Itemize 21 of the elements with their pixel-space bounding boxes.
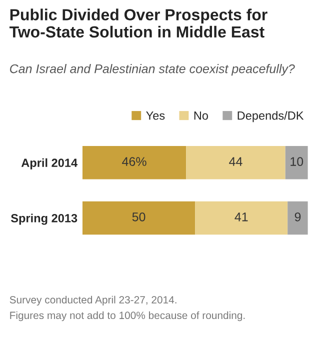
bar bbox=[82, 201, 196, 235]
bar bbox=[82, 146, 186, 180]
text: Figures may not add to 100% because of rounding. bbox=[10, 311, 245, 322]
bar bbox=[195, 201, 288, 235]
legend-label: No bbox=[194, 112, 208, 120]
data-label: 9 bbox=[294, 212, 301, 222]
data-label: 41 bbox=[234, 212, 248, 222]
y-tick-label: Spring 2013 bbox=[10, 214, 78, 225]
bar bbox=[285, 146, 308, 180]
data-label: 44 bbox=[229, 157, 242, 166]
data-label: 46% bbox=[122, 157, 146, 166]
bar bbox=[186, 146, 286, 180]
data-label: 50 bbox=[132, 212, 146, 222]
legend-label: Depends/DK bbox=[238, 111, 304, 122]
data-label: 10 bbox=[290, 157, 304, 166]
legend-label: Yes bbox=[146, 112, 165, 120]
chart-title: Public Divided Over Prospects for Two-State Solution in Middle East bbox=[10, 8, 268, 38]
bar bbox=[288, 201, 308, 235]
y-tick-label: April 2014 bbox=[21, 158, 78, 170]
chart-subtitle: Can Israel and Palestinian state coexist peacefully? bbox=[10, 64, 295, 76]
text: Survey conducted April 23-27, 2014. bbox=[10, 296, 176, 306]
